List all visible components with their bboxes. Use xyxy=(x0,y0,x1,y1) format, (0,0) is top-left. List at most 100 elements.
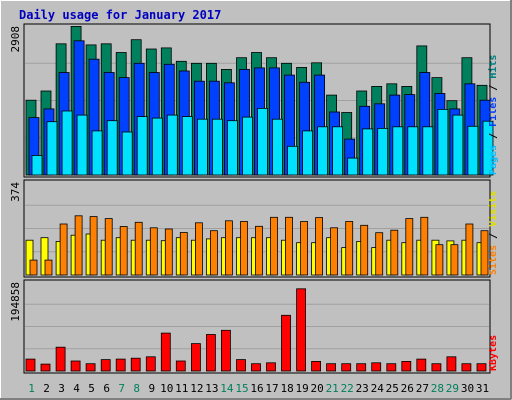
x-tick-day-27: 27 xyxy=(416,382,429,395)
bar-sites-day-5 xyxy=(89,216,98,276)
chart-title: Daily usage for January 2017 xyxy=(19,8,221,22)
bar-pages-day-29 xyxy=(452,114,464,176)
bar-visits-day-2 xyxy=(40,237,49,276)
bar-pages-day-13 xyxy=(211,118,223,176)
x-tick-day-14: 14 xyxy=(220,382,234,395)
bar-kbytes-day-18 xyxy=(281,314,291,372)
bar-pages-day-22 xyxy=(347,157,359,176)
x-tick-day-22: 22 xyxy=(341,382,354,395)
bar-pages-day-19 xyxy=(302,130,314,176)
x-tick-day-30: 30 xyxy=(461,382,474,395)
bar-sites-day-11 xyxy=(179,232,188,276)
bar-kbytes-day-24 xyxy=(371,362,382,372)
legend-hits-files-pages: Pages / Files / Hits xyxy=(487,55,499,175)
bar-sites-day-16 xyxy=(255,225,263,276)
panel-kbytes: 194858 KBytes xyxy=(9,279,499,374)
bar-pages-day-1 xyxy=(31,155,43,176)
legend-entry-visits: Visits xyxy=(487,191,499,227)
y-max-label: 2908 xyxy=(9,26,22,53)
bar-kbytes-day-17 xyxy=(266,362,276,372)
series-kbytes xyxy=(25,288,487,372)
bar-sites-day-4 xyxy=(74,215,83,276)
bar-sites-day-31 xyxy=(480,230,489,276)
series-sites xyxy=(29,215,489,276)
bar-pages-day-23 xyxy=(362,128,374,176)
x-tick-day-25: 25 xyxy=(386,382,399,395)
bar-kbytes-day-1 xyxy=(25,358,36,372)
bar-kbytes-day-3 xyxy=(55,346,66,372)
bar-kbytes-day-19 xyxy=(296,288,307,372)
bar-kbytes-day-29 xyxy=(446,356,457,372)
bar-sites-day-9 xyxy=(149,227,158,276)
x-tick-day-4: 4 xyxy=(73,382,80,395)
bar-sites-day-2 xyxy=(44,259,53,276)
legend-entry-sites: Sites xyxy=(487,245,499,275)
bar-pages-day-2 xyxy=(46,121,58,176)
legend-entry-pages: Pages xyxy=(488,145,499,175)
bar-sites-day-8 xyxy=(134,221,143,276)
x-tick-day-16: 16 xyxy=(250,382,263,395)
bar-sites-day-24 xyxy=(375,232,384,276)
bar-kbytes-day-23 xyxy=(356,363,367,372)
bar-pages-day-15 xyxy=(242,116,253,176)
bar-sites-day-26 xyxy=(405,218,414,276)
bar-kbytes-day-22 xyxy=(341,363,352,372)
bar-kbytes-day-10 xyxy=(160,332,171,372)
bar-kbytes-day-9 xyxy=(145,356,156,372)
x-tick-day-19: 19 xyxy=(295,382,308,395)
bar-kbytes-day-4 xyxy=(70,360,81,372)
bar-pages-day-18 xyxy=(287,145,298,176)
bar-sites-day-3 xyxy=(59,223,68,276)
bar-sites-day-30 xyxy=(465,223,474,276)
bar-pages-day-4 xyxy=(76,114,88,176)
x-tick-day-29: 29 xyxy=(446,382,459,395)
bar-pages-day-30 xyxy=(467,125,479,176)
bar-pages-day-7 xyxy=(121,131,133,176)
bar-kbytes-day-11 xyxy=(175,360,186,372)
x-tick-day-13: 13 xyxy=(205,382,218,395)
bar-pages-day-27 xyxy=(422,126,434,176)
x-tick-day-28: 28 xyxy=(431,382,444,395)
x-tick-day-9: 9 xyxy=(148,382,155,395)
bar-kbytes-day-31 xyxy=(476,363,487,372)
bar-sites-day-12 xyxy=(194,222,203,276)
x-tick-day-21: 21 xyxy=(326,382,339,395)
x-tick-day-5: 5 xyxy=(88,382,95,395)
bar-kbytes-day-8 xyxy=(130,357,141,372)
x-tick-day-11: 11 xyxy=(175,382,188,395)
bar-sites-day-20 xyxy=(315,217,324,276)
bar-kbytes-day-16 xyxy=(251,363,261,372)
x-tick-day-1: 1 xyxy=(28,382,35,395)
bar-pages-day-11 xyxy=(181,116,193,176)
bar-sites-day-23 xyxy=(360,224,369,276)
bar-pages-day-20 xyxy=(317,126,329,176)
bar-sites-day-19 xyxy=(300,221,309,276)
x-tick-day-15: 15 xyxy=(235,382,248,395)
bar-sites-day-10 xyxy=(164,228,173,276)
series-pages xyxy=(31,108,494,176)
bar-kbytes-day-12 xyxy=(190,343,201,372)
bar-kbytes-day-7 xyxy=(115,358,126,372)
legend-entry-files: Files xyxy=(487,97,499,127)
x-tick-day-20: 20 xyxy=(310,382,323,395)
bar-visits-day-1 xyxy=(25,239,34,276)
y-max-label: 194858 xyxy=(9,282,22,322)
x-tick-day-17: 17 xyxy=(265,382,278,395)
bar-kbytes-day-20 xyxy=(311,360,322,372)
x-tick-day-18: 18 xyxy=(280,382,293,395)
bar-sites-day-25 xyxy=(390,229,399,276)
x-tick-day-23: 23 xyxy=(356,382,369,395)
bar-sites-day-27 xyxy=(420,216,429,276)
x-tick-day-12: 12 xyxy=(190,382,203,395)
bar-kbytes-day-14 xyxy=(220,329,231,372)
x-tick-day-31: 31 xyxy=(476,382,489,395)
bar-pages-day-6 xyxy=(106,120,118,176)
x-tick-day-26: 26 xyxy=(401,382,414,395)
bar-kbytes-day-26 xyxy=(401,360,412,372)
x-tick-day-7: 7 xyxy=(118,382,125,395)
bar-pages-day-10 xyxy=(166,114,178,176)
bar-pages-day-3 xyxy=(61,110,73,176)
bar-pages-day-16 xyxy=(257,108,268,176)
bar-sites-day-18 xyxy=(285,216,293,276)
